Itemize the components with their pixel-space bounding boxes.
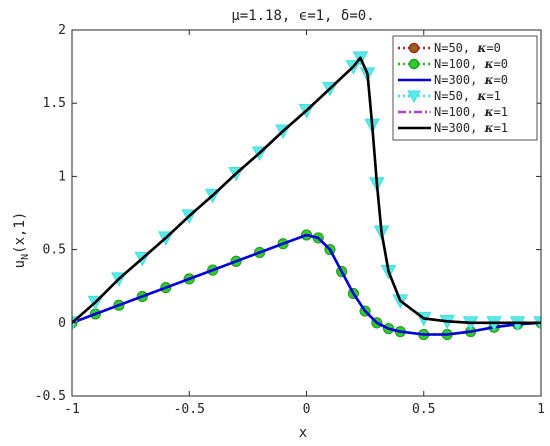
series-group — [72, 51, 541, 341]
legend-kappa: κ — [476, 89, 486, 103]
legend-kappa: κ — [484, 73, 494, 87]
legend-marker-4 — [407, 90, 421, 104]
x-tick-label: 0 — [303, 402, 311, 417]
x-tick-label: -0.5 — [174, 402, 205, 417]
x-tick-label: -1 — [64, 402, 80, 417]
y-axis-label-main: u — [12, 260, 28, 268]
legend-value: =1 — [494, 121, 508, 135]
series-line-6 — [72, 56, 541, 325]
y-tick-label: 2 — [58, 23, 66, 38]
y-axis-label: uN(x,1) — [12, 212, 31, 269]
y-tick-label: 1.5 — [43, 96, 66, 111]
legend: N=50, κ=0N=100, κ=0N=300, κ=0N=50, κ=1N=… — [392, 35, 538, 141]
y-tick-label: 1 — [58, 169, 66, 184]
legend-label-1: N=50, κ=0 — [434, 41, 501, 55]
legend-value: =1 — [486, 89, 500, 103]
legend-label-text: N=50, — [434, 89, 477, 103]
legend-label-text: N=300, — [434, 121, 485, 135]
legend-marker-1 — [408, 42, 420, 54]
legend-label-3: N=300, κ=0 — [434, 73, 508, 87]
legend-label-5: N=100, κ=1 — [434, 105, 508, 119]
legend-kappa: κ — [476, 41, 486, 55]
chart-title: μ=1.18, ϵ=1, δ=0. — [231, 8, 374, 24]
legend-box — [392, 35, 538, 141]
legend-label-2: N=100, κ=0 — [434, 57, 508, 71]
legend-label-text: N=50, — [434, 41, 477, 55]
legend-value: =1 — [494, 105, 508, 119]
legend-kappa: κ — [484, 121, 494, 135]
y-axis-label-rest: (x,1) — [12, 212, 28, 254]
legend-kappa: κ — [484, 57, 494, 71]
legend-kappa: κ — [484, 105, 494, 119]
x-tick-label: 1 — [537, 402, 545, 417]
legend-label-text: N=300, — [434, 73, 485, 87]
y-tick-label: 0 — [58, 316, 66, 331]
x-tick-label: 0.5 — [412, 402, 435, 417]
legend-value: =0 — [494, 57, 508, 71]
legend-value: =0 — [494, 73, 508, 87]
x-axis-label: x — [299, 425, 307, 441]
legend-marker-2 — [408, 58, 420, 70]
legend-label-text: N=100, — [434, 57, 485, 71]
legend-label-6: N=300, κ=1 — [434, 121, 508, 135]
legend-label-text: N=100, — [434, 105, 485, 119]
y-axis-label-subscript: N — [20, 254, 31, 260]
y-tick-label: 0.5 — [43, 243, 66, 258]
series-line-3 — [72, 233, 541, 336]
y-tick-label: -0.5 — [35, 389, 66, 404]
legend-value: =0 — [486, 41, 500, 55]
legend-label-4: N=50, κ=1 — [434, 89, 501, 103]
